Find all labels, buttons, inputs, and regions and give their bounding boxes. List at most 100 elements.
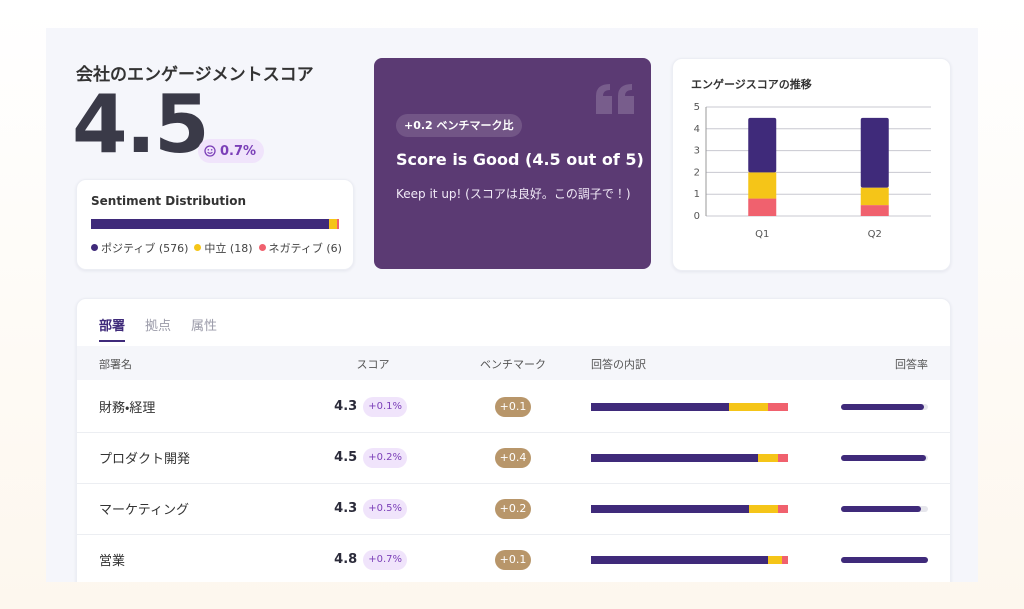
response-track <box>841 557 928 563</box>
table-header: 部署名 スコア ベンチマーク 回答の内訳 回答率 <box>77 346 950 380</box>
response-rate-bar <box>841 506 922 512</box>
response-rate-bar <box>841 455 927 461</box>
benchmark-heading: Score is Good (4.5 out of 5) <box>396 150 644 169</box>
score-change: +0.1% <box>363 396 407 417</box>
score: 4.5 <box>72 78 210 171</box>
breakdown-segment <box>768 556 783 564</box>
x-tick-label: Q1 <box>755 229 769 240</box>
breakdown-segment <box>758 454 779 462</box>
department-table-card: 部署 拠点 属性 部署名 スコア ベンチマーク 回答の内訳 回答率 財務・経理 4.3 +0.1… <box>76 298 951 582</box>
column-header: スコア <box>356 358 390 371</box>
benchmark-text: Keep it up! (スコアは良好。この調子で！) <box>396 187 631 201</box>
column-header: 回答の内訳 <box>591 358 646 371</box>
legend-label: ネガティブ (6) <box>268 242 342 255</box>
y-tick-label: 0 <box>694 211 700 222</box>
breakdown-bar <box>591 556 788 564</box>
y-tick-label: 3 <box>694 146 700 157</box>
benchmark-pill: +0.1 <box>495 549 531 570</box>
legend-dot <box>194 244 202 251</box>
legend-item: ポジティブ (576) <box>91 240 188 256</box>
sentiment-card: Sentiment Distribution ポジティブ (576) 中立 (18… <box>76 179 354 270</box>
response-track <box>841 404 928 410</box>
breakdown-segment <box>782 556 788 564</box>
column-header: 部署名 <box>99 358 132 371</box>
column-header: ベンチマーク <box>480 358 546 371</box>
chart-title: エンゲージスコアの推移 <box>691 77 812 91</box>
table-row: 営業 4.8 +0.7% +0.1 <box>77 534 950 582</box>
column-header: 回答率 <box>895 358 928 371</box>
breakdown-segment <box>778 505 788 513</box>
tab[interactable]: 拠点 <box>145 319 172 334</box>
breakdown-segment <box>768 403 788 411</box>
breakdown-bar <box>591 505 788 513</box>
breakdown-segment <box>778 454 788 462</box>
breakdown-segment <box>591 403 729 411</box>
score-cell: 4.5 +0.2% <box>327 432 407 483</box>
response-track <box>841 506 928 512</box>
sentiment-legend: ポジティブ (576) 中立 (18) ネガティブ (6) <box>91 240 342 256</box>
table-row: プロダクト開発 4.5 +0.2% +0.4 <box>77 432 950 484</box>
department-score: 4.5 <box>334 450 358 465</box>
sentiment-title: Sentiment Distribution <box>91 194 247 208</box>
breakdown-bar <box>591 454 788 462</box>
department-name: 営業 <box>99 554 126 569</box>
legend-label: 中立 (18) <box>204 242 253 255</box>
sentiment-segment <box>329 219 337 229</box>
score-change: 0.7% <box>198 139 265 163</box>
bar-segment <box>748 117 777 173</box>
legend-dot <box>258 244 266 251</box>
y-tick-label: 1 <box>694 189 700 200</box>
breakdown-segment <box>748 505 779 513</box>
benchmark-pill: +0.2 <box>495 498 531 519</box>
score-change: +0.5% <box>363 498 407 519</box>
tab[interactable]: 属性 <box>191 319 218 334</box>
smiley-icon <box>204 145 216 157</box>
benchmark-cell: +0.1 <box>495 381 531 432</box>
response-rate-bar <box>841 404 924 410</box>
table-row: 財務・経理 4.3 +0.1% +0.1 <box>77 381 950 433</box>
y-tick-label: 4 <box>694 124 700 135</box>
legend-item: 中立 (18) <box>194 240 253 256</box>
department-score: 4.3 <box>334 501 358 516</box>
score-cell: 4.8 +0.7% <box>327 534 407 582</box>
sentiment-bar <box>91 219 339 229</box>
quote-icon <box>596 84 634 114</box>
department-name: 財務・経理 <box>99 401 156 416</box>
benchmark-badge: +0.2 ベンチマーク比 <box>396 114 522 137</box>
bar-segment <box>860 117 889 188</box>
response-rate-bar <box>841 557 928 563</box>
y-tick-label: 2 <box>694 167 700 178</box>
benchmark-pill: +0.4 <box>495 447 531 468</box>
page-title: 会社のエンゲージメントスコア <box>76 65 314 85</box>
response-track <box>841 455 928 461</box>
dashboard: 会社のエンゲージメントスコア 4.5 0.7% Sentiment Distri… <box>46 28 978 582</box>
department-name: プロダクト開発 <box>99 452 191 467</box>
trend-card: エンゲージスコアの推移 0 1 2 3 4 5 Q1 Q2 <box>672 58 951 271</box>
bar-segment <box>748 172 777 199</box>
breakdown-bar <box>591 403 788 411</box>
legend-dot <box>91 244 98 251</box>
table-row: マーケティング 4.3 +0.5% +0.2 <box>77 483 950 535</box>
department-score: 4.3 <box>334 399 358 414</box>
legend-label: ポジティブ (576) <box>101 242 189 255</box>
breakdown-segment <box>591 505 749 513</box>
department-score: 4.8 <box>334 552 358 567</box>
breakdown-segment <box>591 454 759 462</box>
score-cell: 4.3 +0.1% <box>327 381 407 432</box>
sentiment-segment <box>91 219 330 229</box>
bar-segment <box>860 205 889 216</box>
bar-segment <box>860 187 889 206</box>
score-change: +0.2% <box>363 447 407 468</box>
tab[interactable]: 部署 <box>99 315 126 342</box>
y-tick-label: 5 <box>694 102 700 113</box>
score-change: +0.7% <box>363 549 407 570</box>
change-text: 0.7% <box>220 143 257 159</box>
department-name: マーケティング <box>99 503 189 518</box>
legend-item: ネガティブ (6) <box>258 240 342 256</box>
sentiment-segment <box>336 219 339 229</box>
breakdown-segment <box>591 556 769 564</box>
benchmark-card: +0.2 ベンチマーク比 Score is Good (4.5 out of 5… <box>374 58 651 269</box>
benchmark-cell: +0.4 <box>495 432 531 483</box>
